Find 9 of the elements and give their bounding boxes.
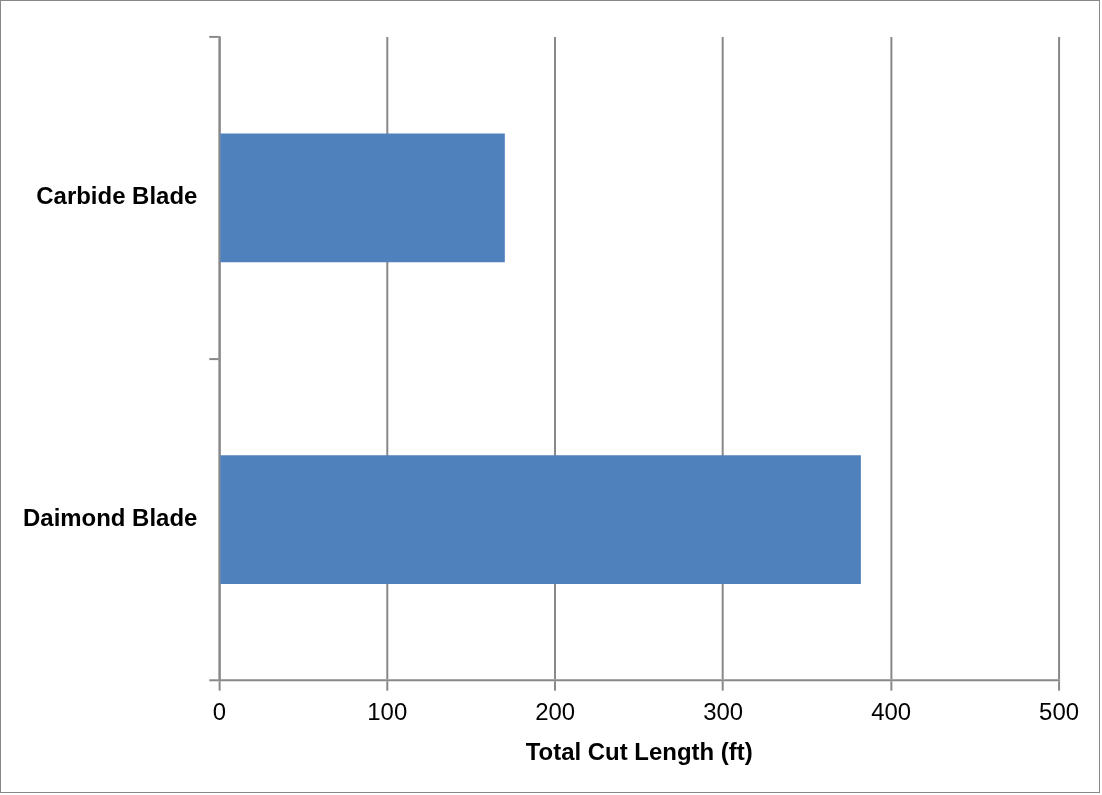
- x-tick-label: 400: [871, 697, 912, 725]
- x-tick-label: 500: [1039, 697, 1080, 725]
- x-tick-label: 300: [703, 697, 744, 725]
- x-tick-label: 100: [367, 697, 408, 725]
- x-tick-label: 200: [535, 697, 576, 725]
- y-tick-label: Carbide Blade: [36, 182, 198, 210]
- x-tick-label: 0: [212, 697, 226, 725]
- y-tick-label: Daimond Blade: [23, 504, 198, 532]
- x-axis-title: Total Cut Length (ft): [525, 738, 753, 766]
